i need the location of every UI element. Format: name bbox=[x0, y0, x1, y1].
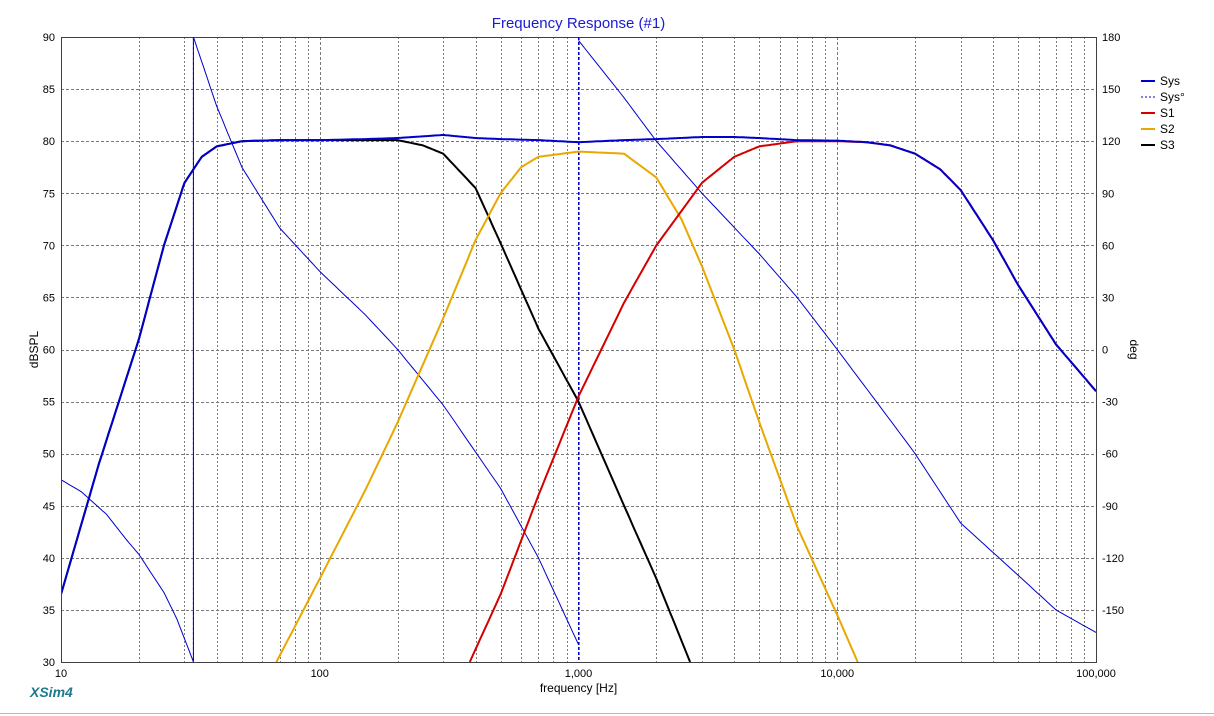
y-tick-label: 90 bbox=[43, 32, 55, 44]
series-sys-phase-line bbox=[62, 38, 1096, 662]
y2-tick-label: 150 bbox=[1102, 84, 1120, 96]
y2-tick-label: -150 bbox=[1102, 605, 1124, 617]
y-tick-label: 75 bbox=[43, 188, 55, 200]
y-tick-label: 70 bbox=[43, 240, 55, 252]
chart-title: Frequency Response (#1) bbox=[492, 15, 665, 32]
y2-tick-label: -60 bbox=[1102, 449, 1118, 461]
x-tick-label: 1,000 bbox=[565, 668, 593, 680]
x-tick-label: 10,000 bbox=[820, 668, 854, 680]
y-tick-label: 30 bbox=[43, 657, 55, 669]
x-tick-label: 10 bbox=[55, 668, 67, 680]
y2-tick-label: -90 bbox=[1102, 501, 1118, 513]
x-tick-label: 100,000 bbox=[1076, 668, 1116, 680]
y2-tick-label: 180 bbox=[1102, 32, 1120, 44]
y-tick-label: 85 bbox=[43, 84, 55, 96]
y2-axis-label: deg bbox=[1127, 339, 1141, 359]
series-sys-line bbox=[62, 133, 1096, 595]
legend-label: Sys bbox=[1160, 74, 1180, 88]
legend-label: S1 bbox=[1160, 106, 1175, 120]
y-tick-label: 65 bbox=[43, 292, 55, 304]
y2-tick-label: -30 bbox=[1102, 397, 1118, 409]
y2-tick-label: 120 bbox=[1102, 136, 1120, 148]
y-tick-label: 60 bbox=[43, 345, 55, 357]
series-s2-line bbox=[275, 150, 859, 662]
y-tick-label: 45 bbox=[43, 501, 55, 513]
legend-label: Sys° bbox=[1160, 90, 1185, 104]
xsim4-brand-label: XSim4 bbox=[30, 684, 73, 700]
legend-label: S2 bbox=[1160, 122, 1175, 136]
y2-tick-label: 90 bbox=[1102, 188, 1114, 200]
x-tick-label: 100 bbox=[311, 668, 329, 680]
y-tick-label: 40 bbox=[43, 553, 55, 565]
x-axis-label: frequency [Hz] bbox=[540, 681, 617, 695]
legend-label: S3 bbox=[1160, 138, 1175, 152]
y-axis-label: dBSPL bbox=[27, 330, 41, 368]
y2-tick-label: 0 bbox=[1102, 345, 1108, 357]
y-tick-label: 80 bbox=[43, 136, 55, 148]
y2-tick-label: -120 bbox=[1102, 553, 1124, 565]
y-tick-label: 50 bbox=[43, 449, 55, 461]
y-tick-label: 35 bbox=[43, 605, 55, 617]
status-divider bbox=[0, 713, 1214, 714]
y2-tick-label: 60 bbox=[1102, 240, 1114, 252]
y-tick-label: 55 bbox=[43, 397, 55, 409]
y2-tick-label: 30 bbox=[1102, 292, 1114, 304]
